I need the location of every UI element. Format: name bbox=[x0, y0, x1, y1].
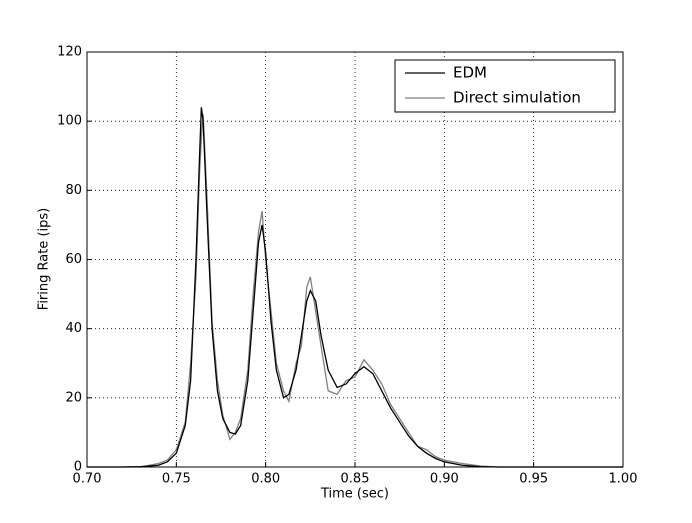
x-tick-label: 0.75 bbox=[162, 472, 191, 487]
legend-label: Direct simulation bbox=[453, 89, 581, 107]
series-line bbox=[87, 107, 623, 468]
legend-box bbox=[394, 59, 616, 113]
x-tick-label: 1.00 bbox=[609, 472, 638, 487]
x-tick-label: 0.90 bbox=[430, 472, 459, 487]
plot-frame bbox=[86, 51, 624, 468]
x-tick-label: 0.85 bbox=[341, 472, 370, 487]
y-tick-label: 80 bbox=[65, 183, 82, 198]
legend-label: EDM bbox=[453, 64, 487, 82]
series-line bbox=[87, 114, 623, 468]
y-tick-label: 40 bbox=[65, 321, 82, 336]
x-axis-label: Time (sec) bbox=[320, 487, 389, 502]
y-tick-label: 60 bbox=[65, 252, 82, 267]
x-tick-label: 0.95 bbox=[519, 472, 548, 487]
x-tick-label: 0.80 bbox=[251, 472, 280, 487]
y-tick-label: 20 bbox=[65, 390, 82, 405]
x-tick-label: 0.70 bbox=[73, 472, 102, 487]
y-tick-label: 0 bbox=[74, 460, 82, 475]
y-tick-label: 120 bbox=[57, 45, 82, 60]
y-tick-label: 100 bbox=[57, 114, 82, 129]
y-axis-label: Firing Rate (ips) bbox=[37, 208, 52, 310]
